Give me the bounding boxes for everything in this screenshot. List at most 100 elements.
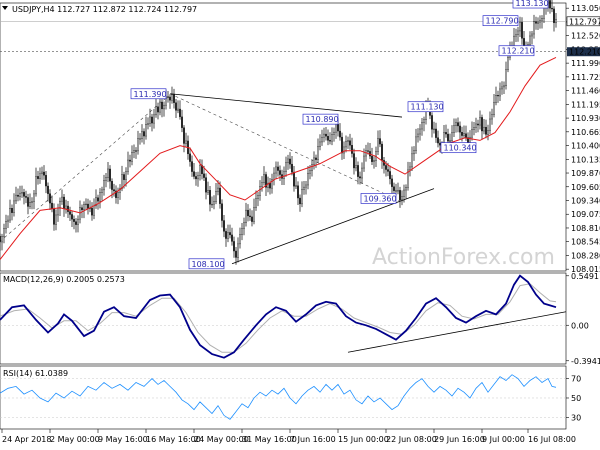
candle-body [517, 30, 519, 35]
candle-body [125, 171, 127, 180]
candle-body [17, 194, 19, 197]
candle-body [39, 173, 41, 179]
candle-body [359, 176, 361, 179]
candle-body [415, 136, 417, 151]
candle-body [235, 250, 237, 258]
candle-body [327, 135, 329, 141]
candle-body [225, 231, 227, 239]
candle-body [63, 196, 65, 209]
rsi-series [0, 374, 557, 420]
candle-body [275, 166, 277, 174]
candle-body [223, 220, 225, 232]
current-price-tag-box [566, 16, 600, 27]
candle-body [37, 176, 39, 179]
candle-body [293, 171, 295, 187]
candle-body [217, 187, 219, 192]
candle-body [87, 203, 89, 209]
candle-body [13, 200, 15, 213]
candle-body [243, 222, 245, 229]
price-panel: 113.050112.785112.520112.255111.990111.7… [0, 0, 600, 274]
annotation-box [188, 258, 225, 270]
price-annotation: 111.390 [130, 88, 167, 100]
candle-body [95, 197, 97, 207]
candle-body [93, 205, 95, 216]
annotation-box [482, 15, 519, 27]
candle-body [341, 136, 343, 154]
price-header: USDJPY,H4 112.727 112.872 112.724 112.79… [12, 5, 197, 14]
candle-body [433, 128, 435, 130]
rsi-header: RSI(14) 61.0389 [3, 369, 68, 378]
candle-body [157, 106, 159, 113]
candle-body [285, 162, 287, 172]
time-tick-label: 7 Jun 16:00 [290, 435, 336, 444]
candle-body [247, 209, 249, 217]
candle-body [347, 140, 349, 142]
candle-body [133, 150, 135, 153]
level-price-tag: 112.210 [567, 47, 600, 57]
candle-body [181, 116, 183, 128]
candle-body [337, 124, 339, 132]
candle-body [249, 215, 251, 218]
candle-body [1, 236, 3, 243]
candle-body [219, 187, 221, 204]
candle-body [351, 145, 353, 154]
macd-panel: 0.5491 0.00 -0.3941 MACD(12,26,9) 0.2005 0… [0, 272, 600, 366]
candle-body [171, 94, 173, 101]
candle-body [53, 208, 55, 225]
candle-body [107, 168, 109, 178]
price-panel-frame [0, 2, 567, 272]
candle-body [329, 140, 331, 142]
candle-body [475, 123, 477, 128]
candle-body [335, 124, 337, 133]
rsi-panel: 70 50 30 RSI(14) 61.0389 [0, 365, 581, 430]
candle-body [195, 176, 197, 180]
candle-body [413, 150, 415, 155]
candle-body [121, 174, 123, 189]
annotation-text: 111.390 [134, 90, 167, 99]
candle-body [439, 142, 441, 146]
candle-body [471, 129, 473, 138]
candle-body [153, 114, 155, 124]
candle-body [35, 176, 37, 195]
price-tick-label: 109.605 [571, 183, 600, 192]
candle-body [461, 132, 463, 136]
candle-body [255, 198, 257, 208]
price-series [0, 0, 557, 265]
candle-body [193, 171, 195, 177]
candle-body [453, 125, 455, 133]
candle-body [269, 182, 271, 189]
annotation-box [512, 0, 549, 9]
candle-body [353, 153, 355, 169]
candle-body [231, 234, 233, 242]
candle-body [155, 106, 157, 116]
candle-body [397, 190, 399, 192]
candle-body [207, 190, 209, 193]
candle-body [483, 126, 485, 132]
candle-body [307, 172, 309, 186]
candle-body [0, 236, 1, 243]
candle-body [209, 190, 211, 205]
candle-body [541, 18, 543, 21]
price-tick-label: 113.050 [571, 4, 600, 13]
time-tick-label: 16 Jul 08:00 [528, 435, 576, 444]
time-tick-label: 24 Apr 2018 [2, 435, 51, 444]
candle-body [451, 132, 453, 141]
price-annotation: 111.130 [407, 101, 444, 113]
time-tick-label: 9 Jul 00:00 [482, 435, 525, 444]
annotation-box [130, 88, 167, 100]
candle-body [499, 88, 501, 97]
candle-body [553, 8, 555, 24]
candle-body [151, 116, 153, 124]
price-tick-label: 110.665 [571, 128, 600, 137]
candle-body [391, 178, 393, 187]
level-price-tag-text: 112.210 [569, 48, 600, 57]
menu-triangle-icon[interactable] [2, 6, 8, 10]
macd-tick-label: 0.5491 [571, 272, 599, 281]
candle-body [381, 143, 383, 161]
candle-body [447, 133, 449, 142]
price-tick-label: 111.990 [571, 59, 600, 68]
candle-body [485, 126, 487, 135]
price-tick-label: 110.135 [571, 155, 600, 164]
candle-body [203, 173, 205, 178]
candle-body [185, 140, 187, 144]
